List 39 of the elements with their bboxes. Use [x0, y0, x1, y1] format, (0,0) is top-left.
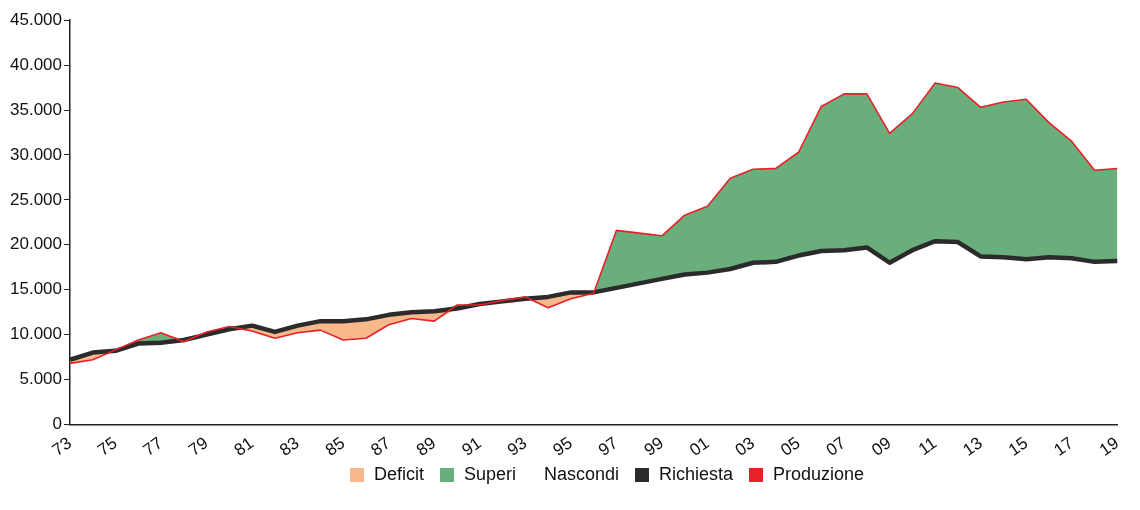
x-tick-label: 03: [731, 433, 758, 460]
x-tick-label: 15: [1004, 433, 1032, 460]
legend-label: Deficit: [373, 464, 424, 485]
x-tick-label: 09: [868, 433, 895, 460]
x-tick-label: 73: [48, 433, 75, 460]
x-tick-label: 91: [458, 433, 485, 460]
y-tick-label: 25.000: [10, 189, 62, 209]
y-tick-label: 45.000: [10, 9, 62, 29]
x-tick-label: 93: [503, 433, 531, 460]
x-tick-label: 05: [777, 433, 804, 460]
y-tick-label: 30.000: [10, 144, 62, 164]
x-tick-label: 07: [822, 433, 850, 460]
x-tick-label: 89: [412, 433, 440, 460]
y-tick-label: 35.000: [10, 99, 62, 119]
x-tick-label: 75: [94, 433, 121, 460]
x-tick-label: 95: [549, 433, 576, 460]
x-tick-label: 87: [367, 433, 394, 460]
x-tick-label: 77: [139, 433, 167, 460]
y-tick-label: 20.000: [10, 234, 62, 254]
x-tick-label: 01: [686, 433, 713, 460]
x-tick-label: 11: [914, 433, 941, 460]
x-tick-label: 81: [230, 433, 258, 460]
x-tick-label: 83: [276, 433, 303, 460]
x-tick-label: 13: [959, 433, 986, 460]
x-tick-label: 17: [1050, 433, 1077, 460]
y-tick-label: 5.000: [19, 369, 62, 389]
legend-label: Produzione: [773, 464, 865, 485]
x-tick-label: 19: [1095, 433, 1123, 460]
y-tick-label: 10.000: [10, 324, 62, 344]
x-tick-label: 99: [640, 433, 667, 460]
x-tick-label: 85: [321, 433, 349, 460]
x-tick-label: 97: [595, 433, 622, 460]
y-tick-label: 40.000: [10, 54, 62, 74]
legend-label: Richiesta: [658, 464, 734, 485]
text: Nascondi: [543, 464, 619, 485]
y-tick-label: 15.000: [10, 279, 62, 299]
y-tick-label: 0: [52, 414, 62, 434]
legend-label: Superi: [463, 464, 516, 485]
x-tick-label: 79: [185, 433, 212, 460]
